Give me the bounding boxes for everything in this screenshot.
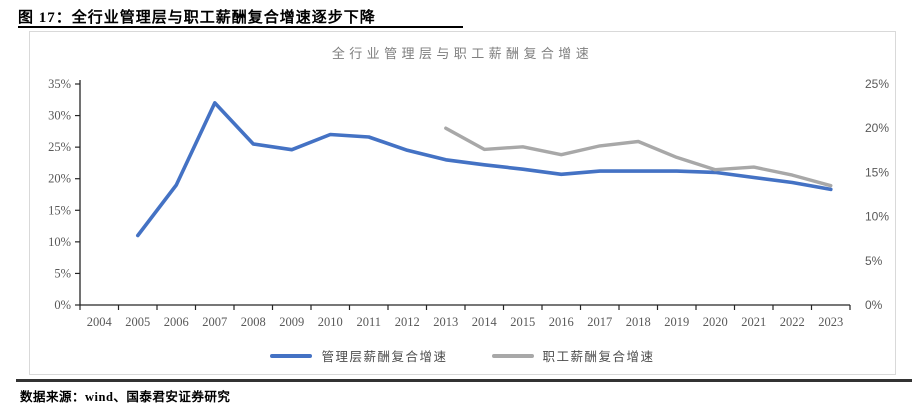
chart-title: 全行业管理层与职工薪酬复合增速 <box>331 46 594 61</box>
legend-line-gray-icon <box>491 353 534 358</box>
y-axis-label-right: 20% <box>865 121 889 135</box>
x-axis-label: 2014 <box>472 315 498 329</box>
y-axis-label-left: 25% <box>48 140 71 154</box>
x-axis-label: 2021 <box>741 315 766 329</box>
x-axis-label: 2009 <box>279 315 304 329</box>
legend-label: 管理层薪酬复合增速 <box>321 350 448 364</box>
x-axis-label: 2006 <box>164 315 189 329</box>
x-axis-label: 2023 <box>818 315 843 329</box>
legend-item-staff: 职工薪酬复合增速 <box>491 346 655 365</box>
y-axis-label-left: 10% <box>48 235 71 249</box>
y-axis-label-left: 20% <box>48 172 71 186</box>
legend-item-management: 管理层薪酬复合增速 <box>270 346 447 365</box>
legend-line-blue-icon <box>270 353 313 358</box>
y-axis-label-left: 30% <box>48 109 71 123</box>
y-axis-label-right: 0% <box>865 298 883 312</box>
x-axis-label: 2007 <box>202 315 227 329</box>
y-axis-label-left: 35% <box>48 77 71 91</box>
x-axis-label: 2019 <box>664 315 689 329</box>
series-line-0 <box>136 101 833 238</box>
y-axis-label-left: 5% <box>54 266 71 280</box>
x-axis-label: 2018 <box>626 315 651 329</box>
x-axis-label: 2013 <box>433 315 458 329</box>
title-underline <box>18 26 463 28</box>
chart-container: 全行业管理层与职工薪酬复合增速 0% 5% 10% 15% 20% 25% 30% 35% 0%… <box>29 31 896 375</box>
series-line-1 <box>444 126 833 188</box>
y-axis-label-right: 10% <box>865 210 889 224</box>
legend-label: 职工薪酬复合增速 <box>542 350 655 364</box>
data-source: 数据来源：wind、国泰君安证券研究 <box>20 390 231 404</box>
x-axis-label: 2016 <box>549 315 574 329</box>
x-axis-label: 2012 <box>395 315 420 329</box>
line-chart: 0% 5% 10% 15% 20% 25% 30% 35% 0% 5% 10% 15% 20% 25% 20… <box>48 77 889 329</box>
y-axis-label-left: 15% <box>48 203 71 217</box>
x-axis-label: 2004 <box>87 315 113 329</box>
y-axis-label-right: 25% <box>865 77 889 91</box>
chart-legend: 管理层薪酬复合增速 职工薪酬复合增速 <box>30 346 895 365</box>
footer-rule <box>16 379 912 382</box>
x-axis-label: 2017 <box>587 315 612 329</box>
x-axis-label: 2022 <box>780 315 805 329</box>
y-axis-label-left: 0% <box>54 298 71 312</box>
y-axis-label-right: 5% <box>865 254 883 268</box>
y-axis-label-right: 15% <box>865 165 889 179</box>
x-axis-label: 2011 <box>356 315 381 329</box>
x-axis-label: 2005 <box>125 315 150 329</box>
figure-title: 图 17：全行业管理层与职工薪酬复合增速逐步下降 <box>18 10 376 26</box>
x-axis-label: 2020 <box>703 315 728 329</box>
x-axis-label: 2015 <box>510 315 535 329</box>
x-axis-label: 2010 <box>318 315 343 329</box>
x-axis-label: 2008 <box>241 315 266 329</box>
